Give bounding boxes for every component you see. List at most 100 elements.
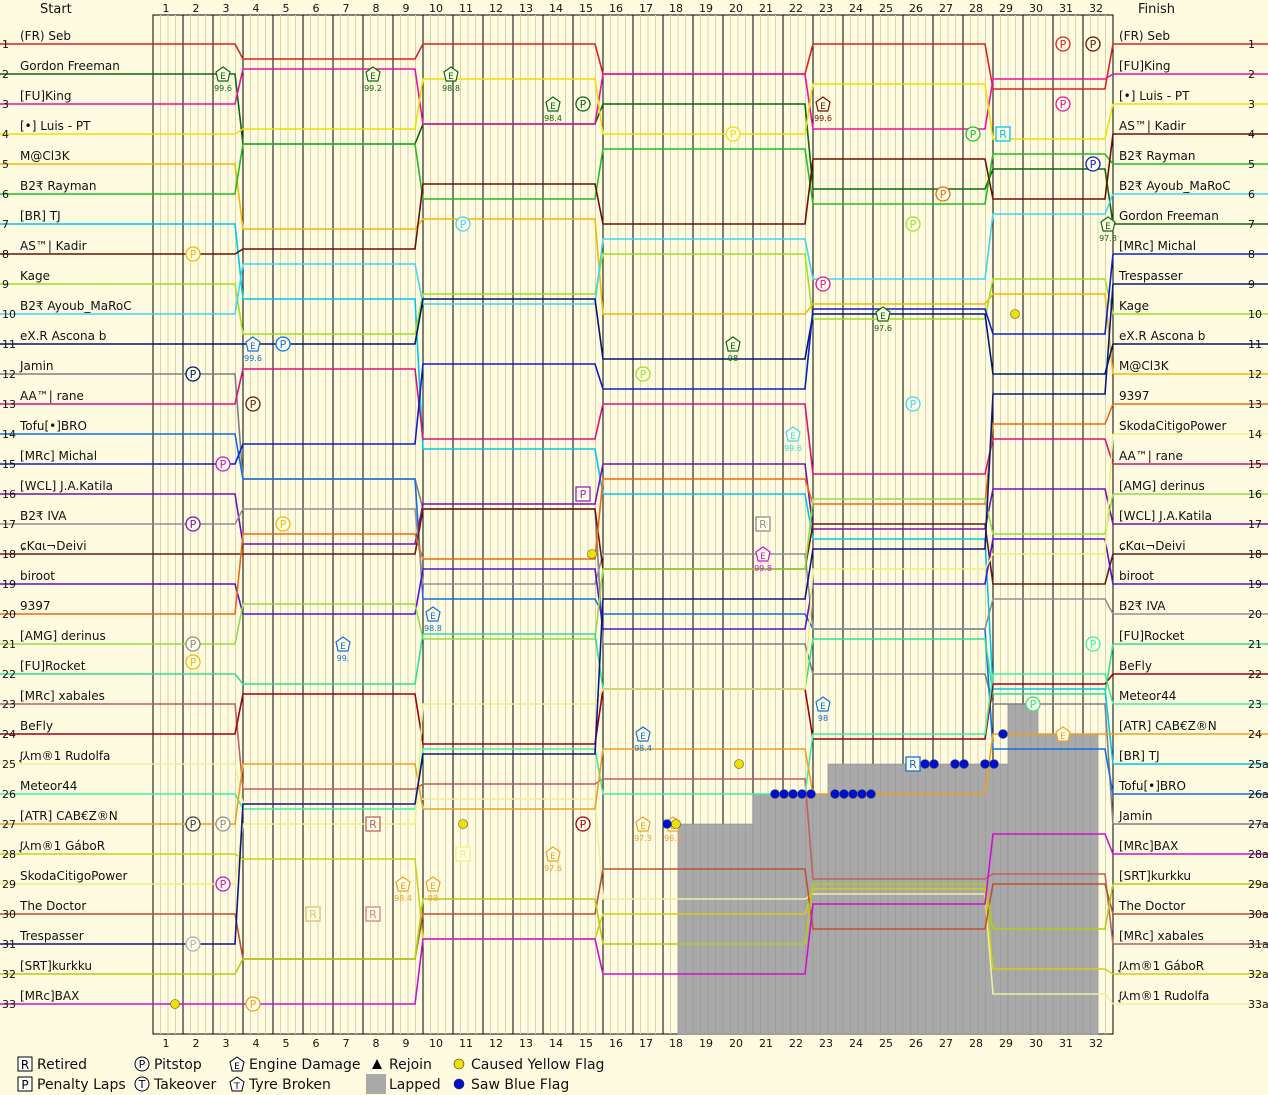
lap-number-top: 15 [579, 2, 593, 15]
start-position-number: 10 [2, 308, 16, 321]
driver-trajectory [153, 253, 1114, 465]
finish-position-number: 14 [1248, 428, 1262, 441]
svg-text:E: E [340, 642, 346, 652]
engine-damage-marker: E 98.8 [442, 66, 460, 93]
svg-text:P: P [1060, 98, 1067, 111]
start-driver-name: B2₹ IVA [20, 509, 67, 523]
lap-number-bottom: 12 [489, 1037, 503, 1050]
start-position-number: 32 [2, 968, 16, 981]
square-P-icon: P [17, 1076, 33, 1092]
legend-label: Engine Damage [249, 1057, 361, 1073]
lap-number-top: 32 [1089, 2, 1103, 15]
start-position-number: 17 [2, 518, 16, 531]
lap-number-bottom: 21 [759, 1037, 773, 1050]
finish-position-number: 27a [1248, 818, 1268, 831]
driver-trajectory [153, 508, 1114, 585]
start-position-number: 2 [2, 68, 9, 81]
finish-position-number: 5 [1248, 158, 1255, 171]
lap-number-bottom: 5 [283, 1037, 290, 1050]
lap-number-top: 21 [759, 2, 773, 15]
lap-number-top: 26 [909, 2, 923, 15]
start-driver-name: eX.R Ascona b [20, 329, 106, 343]
finish-position-number: 28a [1248, 848, 1268, 861]
lap-number-bottom: 31 [1059, 1037, 1073, 1050]
start-driver-name: ɕKɑι¬Deivi [20, 539, 87, 553]
engine-damage-label: 97.3 [634, 834, 652, 843]
grey-box-icon [366, 1074, 386, 1094]
engine-damage-marker: E 98.8 [424, 606, 442, 633]
pitstop-marker: P [935, 186, 951, 202]
finish-driver-name: [FU]Rocket [1119, 629, 1185, 643]
pitstop-marker: P [185, 654, 201, 670]
start-position-number: 16 [2, 488, 16, 501]
engine-damage-marker: E 97.6 [874, 306, 892, 333]
start-position-number: 5 [2, 158, 9, 171]
finish-driver-name: eX.R Ascona b [1119, 329, 1205, 343]
finish-position-number: 18 [1248, 548, 1262, 561]
lap-number-top: 12 [489, 2, 503, 15]
finish-driver-name: Jamin [1118, 809, 1153, 823]
svg-text:P: P [1090, 158, 1097, 171]
start-position-number: 1 [2, 38, 9, 51]
svg-text:P: P [280, 518, 287, 531]
start-header: Start [40, 2, 72, 17]
svg-text:R: R [369, 818, 377, 831]
start-position-number: 33 [2, 998, 16, 1011]
lap-number-bottom: 18 [669, 1037, 683, 1050]
engine-damage-marker: E 99.6 [214, 66, 232, 93]
lap-number-top: 10 [429, 2, 443, 15]
svg-text:P: P [640, 368, 647, 381]
start-position-number: 3 [2, 98, 9, 111]
engine-damage-label: 98 [728, 354, 738, 363]
triangle-icon [372, 1059, 382, 1069]
finish-driver-name: ᶘ⅄m®1 GáboR [1118, 959, 1204, 973]
svg-text:P: P [910, 398, 917, 411]
yellow-flag-dot [170, 999, 180, 1009]
start-driver-name: Meteor44 [20, 779, 77, 793]
finish-header: Finish [1138, 2, 1175, 17]
finish-driver-name: ᶘ⅄m®1 Rudolfa [1118, 989, 1209, 1003]
svg-text:P: P [220, 818, 227, 831]
pitstop-marker: P [455, 216, 471, 232]
lap-number-top: 25 [879, 2, 893, 15]
pitstop-marker: P [635, 366, 651, 382]
engine-damage-marker: E 99.2 [364, 66, 382, 93]
pentagon-T-icon: T [229, 1076, 245, 1092]
svg-text:R: R [369, 908, 377, 921]
engine-damage-label: 99.8 [754, 564, 772, 573]
pitstop-marker: P [185, 936, 201, 952]
svg-text:P: P [280, 338, 287, 351]
engine-damage-label: 98.8 [442, 84, 460, 93]
start-driver-name: The Doctor [19, 899, 86, 913]
svg-text:P: P [580, 98, 587, 111]
driver-trajectory [153, 463, 1114, 545]
lap-number-top: 20 [729, 2, 743, 15]
blue-flag-dot [806, 789, 816, 799]
svg-text:R: R [999, 128, 1007, 141]
blue-flag-dot [662, 819, 672, 829]
lap-number-top: 7 [343, 2, 350, 15]
engine-damage-marker: E 99.6 [244, 336, 262, 363]
start-position-number: 23 [2, 698, 16, 711]
engine-damage-marker: E 97.6 [544, 846, 562, 873]
blue-flag-dot [788, 789, 798, 799]
lap-number-top: 28 [969, 2, 983, 15]
svg-text:P: P [190, 368, 197, 381]
lap-number-top: 5 [283, 2, 290, 15]
blue-flag-dot [770, 789, 780, 799]
blue-flag-dot [959, 759, 969, 769]
lap-number-bottom: 20 [729, 1037, 743, 1050]
finish-driver-name: [•] Luis - PT [1119, 89, 1190, 103]
engine-damage-label: 99.6 [814, 114, 832, 123]
svg-text:E: E [640, 732, 646, 742]
finish-driver-name: ɕKɑι¬Deivi [1119, 539, 1186, 553]
engine-damage-label: 99.6 [214, 84, 232, 93]
lap-number-bottom: 9 [403, 1037, 410, 1050]
svg-text:P: P [250, 398, 257, 411]
driver-trajectory [153, 703, 1114, 945]
lap-number-bottom: 24 [849, 1037, 863, 1050]
finish-driver-name: [MRc] Michal [1119, 239, 1196, 253]
pitstop-marker: P [245, 996, 261, 1012]
legend-label: Takeover [153, 1077, 216, 1093]
